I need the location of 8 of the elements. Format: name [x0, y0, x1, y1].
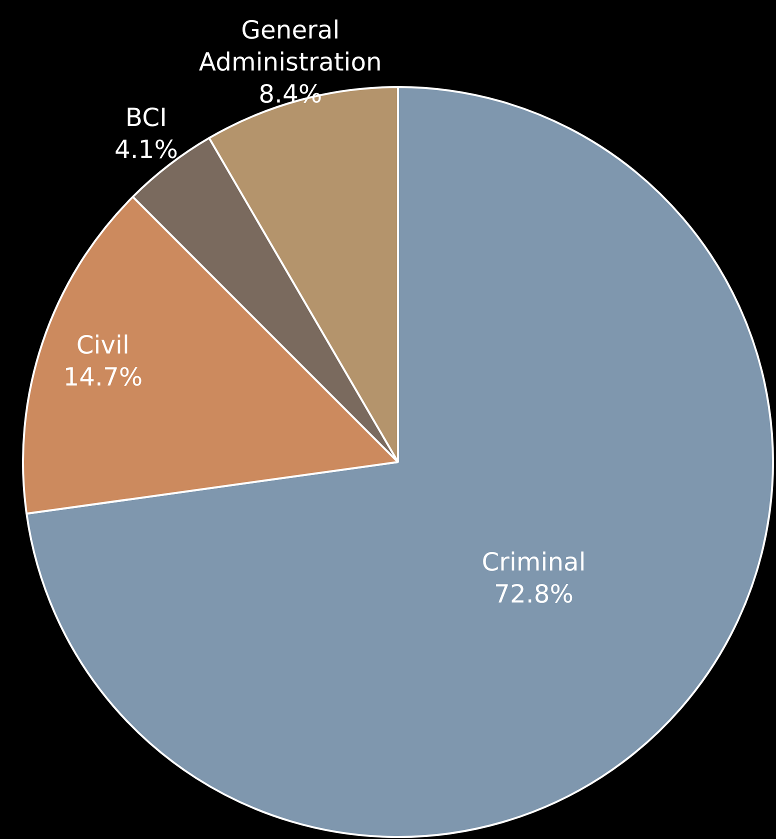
data-label: 4.1%: [114, 134, 178, 164]
slice-label: BCI: [125, 102, 167, 132]
data-label: 72.8%: [494, 580, 574, 609]
slice-label: Civil: [76, 330, 130, 360]
slice-label: Criminal: [482, 548, 586, 577]
data-label: 8.4%: [258, 79, 322, 108]
slice-label: General Administration: [198, 15, 382, 76]
data-label: 14.7%: [63, 362, 143, 392]
